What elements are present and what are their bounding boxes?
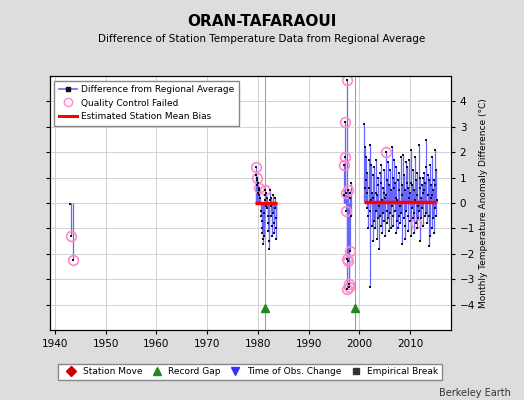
Text: ORAN-TAFARAOUI: ORAN-TAFARAOUI [187,14,337,29]
Y-axis label: Monthly Temperature Anomaly Difference (°C): Monthly Temperature Anomaly Difference (… [479,98,488,308]
Legend: Station Move, Record Gap, Time of Obs. Change, Empirical Break: Station Move, Record Gap, Time of Obs. C… [58,364,442,380]
Text: Berkeley Earth: Berkeley Earth [439,388,511,398]
Text: Difference of Station Temperature Data from Regional Average: Difference of Station Temperature Data f… [99,34,425,44]
